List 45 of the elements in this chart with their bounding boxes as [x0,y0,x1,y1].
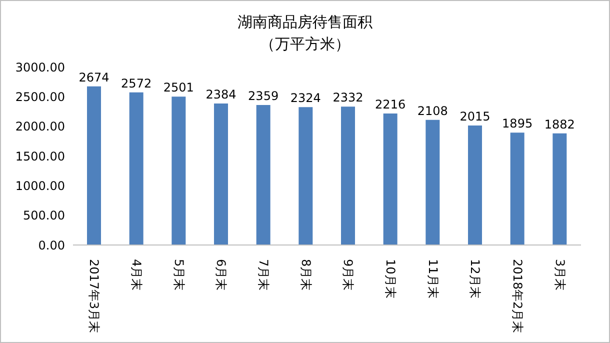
data-label: 2324 [290,91,321,106]
chart-subtitle: （万平方米） [259,34,351,55]
data-label: 2384 [206,88,236,102]
bar [129,92,144,245]
x-tick-label: 2018年2月末 [510,259,524,334]
bar [426,120,440,245]
x-tick-label: 7月末 [256,259,270,291]
bar [510,132,524,245]
data-label: 2674 [78,70,110,84]
bar [172,96,186,245]
x-tick-label: 3月末 [552,259,567,291]
y-tick-label: 0.00 [38,238,65,252]
y-tick-label: 1500.00 [15,149,65,164]
data-label: 2359 [248,89,279,104]
bar [468,125,482,245]
x-tick-label: 11月末 [426,259,440,298]
x-tick-label: 10月末 [384,259,398,298]
y-tick-label: 2500.00 [15,90,65,104]
x-tick-label: 6月末 [214,259,228,291]
data-label: 2501 [163,80,194,95]
x-tick-label: 12月末 [468,259,482,298]
bar [552,133,567,245]
bar [214,104,228,245]
bar [87,86,101,245]
data-label: 1882 [544,117,575,132]
data-label: 2015 [460,109,490,124]
y-tick-label: 500.00 [23,208,65,223]
x-tick-label: 8月末 [298,259,313,291]
data-label: 2572 [121,76,152,90]
x-tick-label: 5月末 [172,259,186,291]
bar [341,106,355,245]
y-tick-label: 3000.00 [15,60,65,74]
y-tick-label: 1000.00 [15,178,65,193]
data-label: 2332 [332,90,364,105]
data-label: 2216 [375,98,406,112]
bar [383,114,398,245]
y-tick-label: 2000.00 [15,120,65,134]
bar [298,107,313,245]
bar [256,105,270,245]
x-tick-label: 4月末 [130,259,144,291]
x-tick-label: 2017年3月末 [87,259,102,334]
data-label: 2108 [417,104,448,118]
data-label: 1895 [502,116,533,131]
x-tick-label: 9月末 [341,259,356,291]
chart-title: 湖南商品房待售面积 [236,12,374,33]
